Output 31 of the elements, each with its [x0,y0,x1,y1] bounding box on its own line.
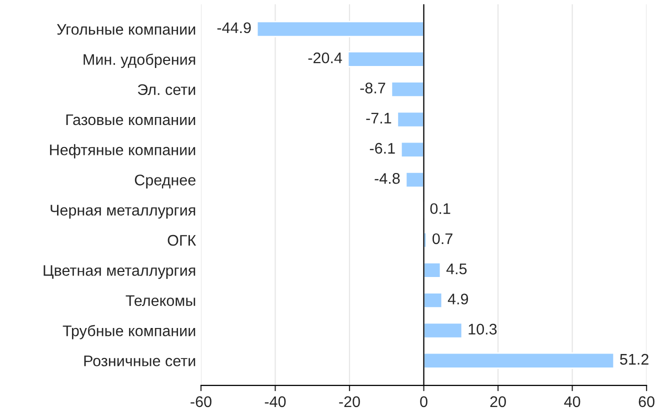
x-tick-label: -60 [190,396,212,408]
x-tick-label: -20 [339,396,360,408]
y-tick-label: Среднее [134,174,196,188]
data-label: 51.2 [620,354,648,365]
data-label: -44.9 [217,22,251,34]
x-tick-label: 0 [420,396,428,408]
x-tick-label: 40 [564,396,580,408]
data-label: -20.4 [308,52,342,64]
data-label: -6.1 [370,142,395,154]
y-tick-label: Розничные сети [84,356,196,366]
y-tick-label: Черная металлургия [50,204,196,219]
y-tick-label: Нефтяные компании [50,144,196,158]
data-label: 4.5 [446,264,467,274]
y-tick-label: Трубные компании [62,324,196,340]
y-tick-label: Цветная металлургия [44,265,196,279]
x-tick-label: 60 [638,396,654,408]
data-label: 4.9 [448,294,468,304]
data-label: -4.8 [374,173,400,184]
data-label: -7.1 [366,112,392,124]
data-label: 10.3 [468,324,497,335]
data-label: 0.1 [430,203,450,214]
y-tick-label: Мин. удобрения [84,54,196,68]
y-tick-label: Газовые компании [66,114,196,126]
data-label: 0.7 [432,233,452,244]
x-tick-label: -40 [264,396,286,408]
y-tick-label: ОГК [168,234,196,246]
x-tick-label: 20 [490,396,506,408]
y-tick-label: Телекомы [126,295,196,306]
data-label: -8.7 [360,82,386,94]
y-tick-label: Эл. сети [138,84,196,96]
y-tick-label: Угольные компании [56,24,196,35]
